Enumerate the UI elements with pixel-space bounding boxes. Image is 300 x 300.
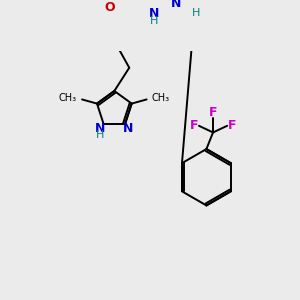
Text: F: F: [228, 119, 236, 132]
Text: H: H: [96, 130, 104, 140]
Text: N: N: [95, 122, 106, 136]
Text: N: N: [123, 122, 134, 136]
Text: N: N: [171, 0, 182, 10]
Text: CH₃: CH₃: [59, 93, 77, 103]
Text: H: H: [191, 8, 200, 18]
Text: O: O: [104, 1, 115, 14]
Text: F: F: [190, 119, 198, 132]
Text: H: H: [150, 16, 158, 26]
Text: F: F: [209, 106, 217, 119]
Text: N: N: [149, 7, 159, 20]
Text: CH₃: CH₃: [152, 93, 170, 103]
